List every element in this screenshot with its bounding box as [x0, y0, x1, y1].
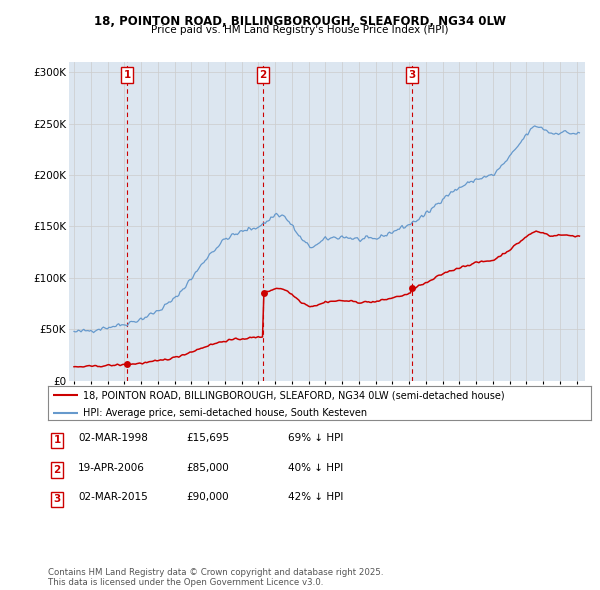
Text: 3: 3	[53, 494, 61, 504]
Text: £90,000: £90,000	[186, 492, 229, 502]
Text: 18, POINTON ROAD, BILLINGBOROUGH, SLEAFORD, NG34 0LW (semi-detached house): 18, POINTON ROAD, BILLINGBOROUGH, SLEAFO…	[83, 391, 505, 401]
Text: Contains HM Land Registry data © Crown copyright and database right 2025.
This d: Contains HM Land Registry data © Crown c…	[48, 568, 383, 587]
Text: 2: 2	[260, 70, 267, 80]
Text: 69% ↓ HPI: 69% ↓ HPI	[288, 433, 343, 443]
Text: Price paid vs. HM Land Registry's House Price Index (HPI): Price paid vs. HM Land Registry's House …	[151, 25, 449, 35]
Text: 2: 2	[53, 465, 61, 475]
Text: 42% ↓ HPI: 42% ↓ HPI	[288, 492, 343, 502]
Text: 3: 3	[408, 70, 416, 80]
Text: 19-APR-2006: 19-APR-2006	[78, 463, 145, 473]
Text: HPI: Average price, semi-detached house, South Kesteven: HPI: Average price, semi-detached house,…	[83, 408, 367, 418]
Text: 02-MAR-1998: 02-MAR-1998	[78, 433, 148, 443]
Text: 1: 1	[53, 435, 61, 445]
Text: 18, POINTON ROAD, BILLINGBOROUGH, SLEAFORD, NG34 0LW: 18, POINTON ROAD, BILLINGBOROUGH, SLEAFO…	[94, 15, 506, 28]
Text: 1: 1	[124, 70, 131, 80]
Text: £15,695: £15,695	[186, 433, 229, 443]
Text: 02-MAR-2015: 02-MAR-2015	[78, 492, 148, 502]
Text: 40% ↓ HPI: 40% ↓ HPI	[288, 463, 343, 473]
Text: £85,000: £85,000	[186, 463, 229, 473]
